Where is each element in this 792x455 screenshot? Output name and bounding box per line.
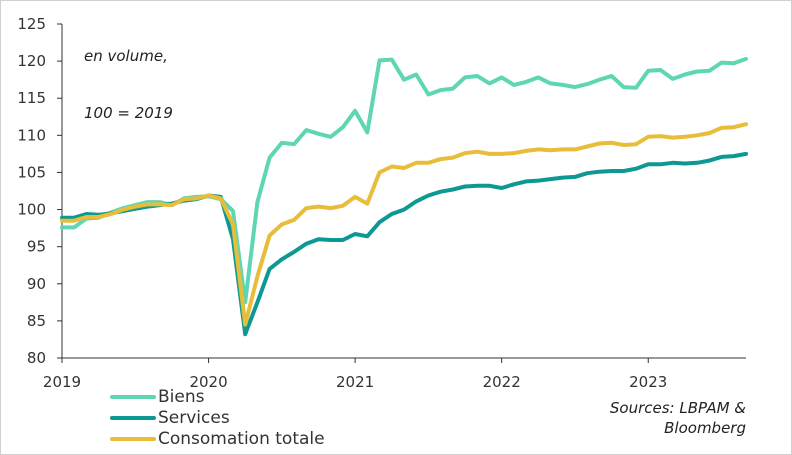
y-tick-label: 105: [17, 163, 46, 181]
sources-note: Sources: LBPAM & Bloomberg: [610, 398, 746, 438]
y-tick-label: 100: [17, 201, 46, 219]
x-tick-label: 2019: [43, 373, 81, 391]
y-axis: 80 85 90 95 100 105 110 115 120 125: [17, 15, 63, 367]
x-tick-label: 2022: [483, 373, 521, 391]
legend-swatch-biens: [110, 394, 156, 399]
y-tick-label: 95: [27, 238, 46, 256]
legend-item-biens: Biens: [110, 386, 325, 407]
y-tick-label: 110: [17, 126, 46, 144]
legend-label-services: Services: [158, 407, 230, 428]
chart-annotation: en volume, 100 = 2019: [84, 9, 173, 142]
x-tick-label: 2023: [629, 373, 667, 391]
legend: Biens Services Consomation totale: [110, 386, 325, 449]
y-tick-label: 115: [17, 89, 46, 107]
sources-line-1: Sources: LBPAM &: [609, 399, 746, 417]
series-line-services: [60, 151, 748, 337]
legend-swatch-consommation-totale: [110, 436, 156, 441]
y-tick-label: 80: [27, 349, 46, 367]
legend-item-consommation-totale: Consomation totale: [110, 428, 325, 449]
y-tick-label: 90: [27, 275, 46, 293]
x-tick-label: 2021: [336, 373, 374, 391]
y-tick-label: 125: [17, 15, 46, 33]
y-tick-label: 120: [17, 52, 46, 70]
x-axis: 2019 2020 2021 2022 2023: [43, 357, 746, 391]
legend-label-biens: Biens: [158, 386, 205, 407]
sources-line-2: Bloomberg: [664, 419, 746, 437]
annotation-line-2: 100 = 2019: [84, 104, 173, 122]
legend-swatch-services: [110, 415, 156, 420]
legend-item-services: Services: [110, 407, 325, 428]
y-tick-label: 85: [27, 312, 46, 330]
series-layer: [60, 56, 748, 337]
legend-label-consommation-totale: Consomation totale: [158, 428, 325, 449]
series-line-consomation-totale: [60, 122, 748, 327]
x-tick-label: 2020: [189, 373, 227, 391]
annotation-line-1: en volume,: [84, 47, 168, 65]
